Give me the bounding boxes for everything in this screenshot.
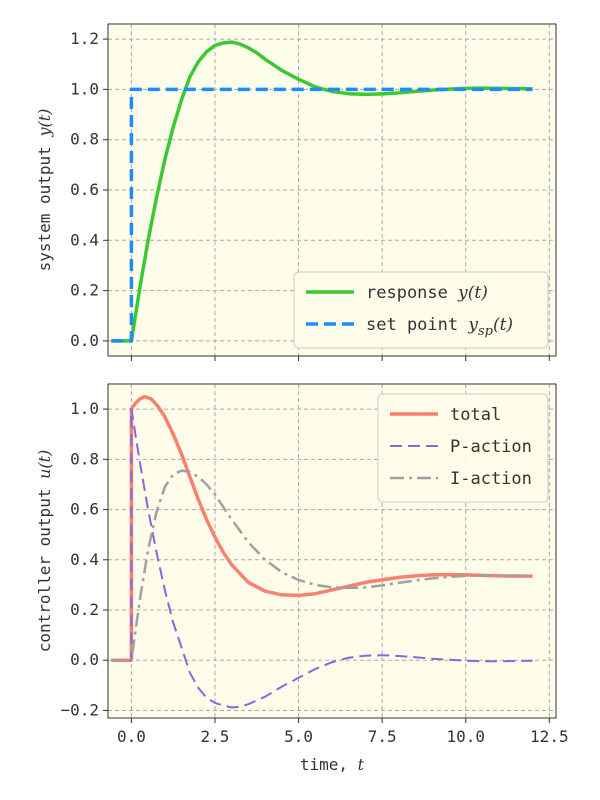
y-axis-label: system output y(t) [35,109,54,272]
legend: total P-action I-action [377,393,549,503]
x-tick-label: 5.0 [284,727,313,746]
panel-bottom: 0.0 2.5 5.0 7.5 10.0 12.5 −0.2 0.0 0.2 0.4 0.6 0.8 1… [35,383,569,774]
legend-box [293,271,549,349]
axes-frame [107,383,557,719]
x-tick-label: 10.0 [446,727,485,746]
y-tick-label: −0.2 [60,700,99,719]
series-line-p_action [111,408,533,709]
legend-label-setpoint: set point ysp(t) [366,315,513,339]
legend-label-response: response y(t) [366,283,488,303]
y-axis-label: controller output u(t) [35,450,54,653]
y-tick-label: 1.0 [70,79,99,98]
y-tick-label: 0.6 [70,180,99,199]
y-tick-label: 0.2 [70,281,99,300]
y-tick-label: 0.4 [70,550,99,569]
x-tick-label: 2.5 [201,727,230,746]
panel-top: 0.0 0.2 0.4 0.6 0.8 1.0 1.2 system output y(t) r… [35,23,557,361]
y-tick-label: 0.6 [70,500,99,519]
y-tick-label: 1.0 [70,399,99,418]
legend-label-total: total [450,405,501,425]
legend-box [377,393,549,503]
legend: response y(t) set point ysp(t) [293,271,549,349]
y-tick-label: 0.0 [70,331,99,350]
x-tick-label: 0.0 [117,727,146,746]
series-line-total [111,394,533,662]
series-line-setpoint [111,87,533,343]
legend-label-p_action: P-action [450,437,532,457]
axes-frame [107,23,557,357]
y-tick-label: 0.2 [70,600,99,619]
y-tick-label: 1.2 [70,29,99,48]
legend-label-i_action: I-action [450,469,532,489]
y-tick-label: 0.4 [70,230,99,249]
y-tick-label: 0.8 [70,130,99,149]
x-axis-label: time, t [300,755,365,774]
y-tick-label: 0.0 [70,650,99,669]
x-tick-label: 12.5 [530,727,569,746]
x-tick-label: 7.5 [368,727,397,746]
y-tick-label: 0.8 [70,449,99,468]
